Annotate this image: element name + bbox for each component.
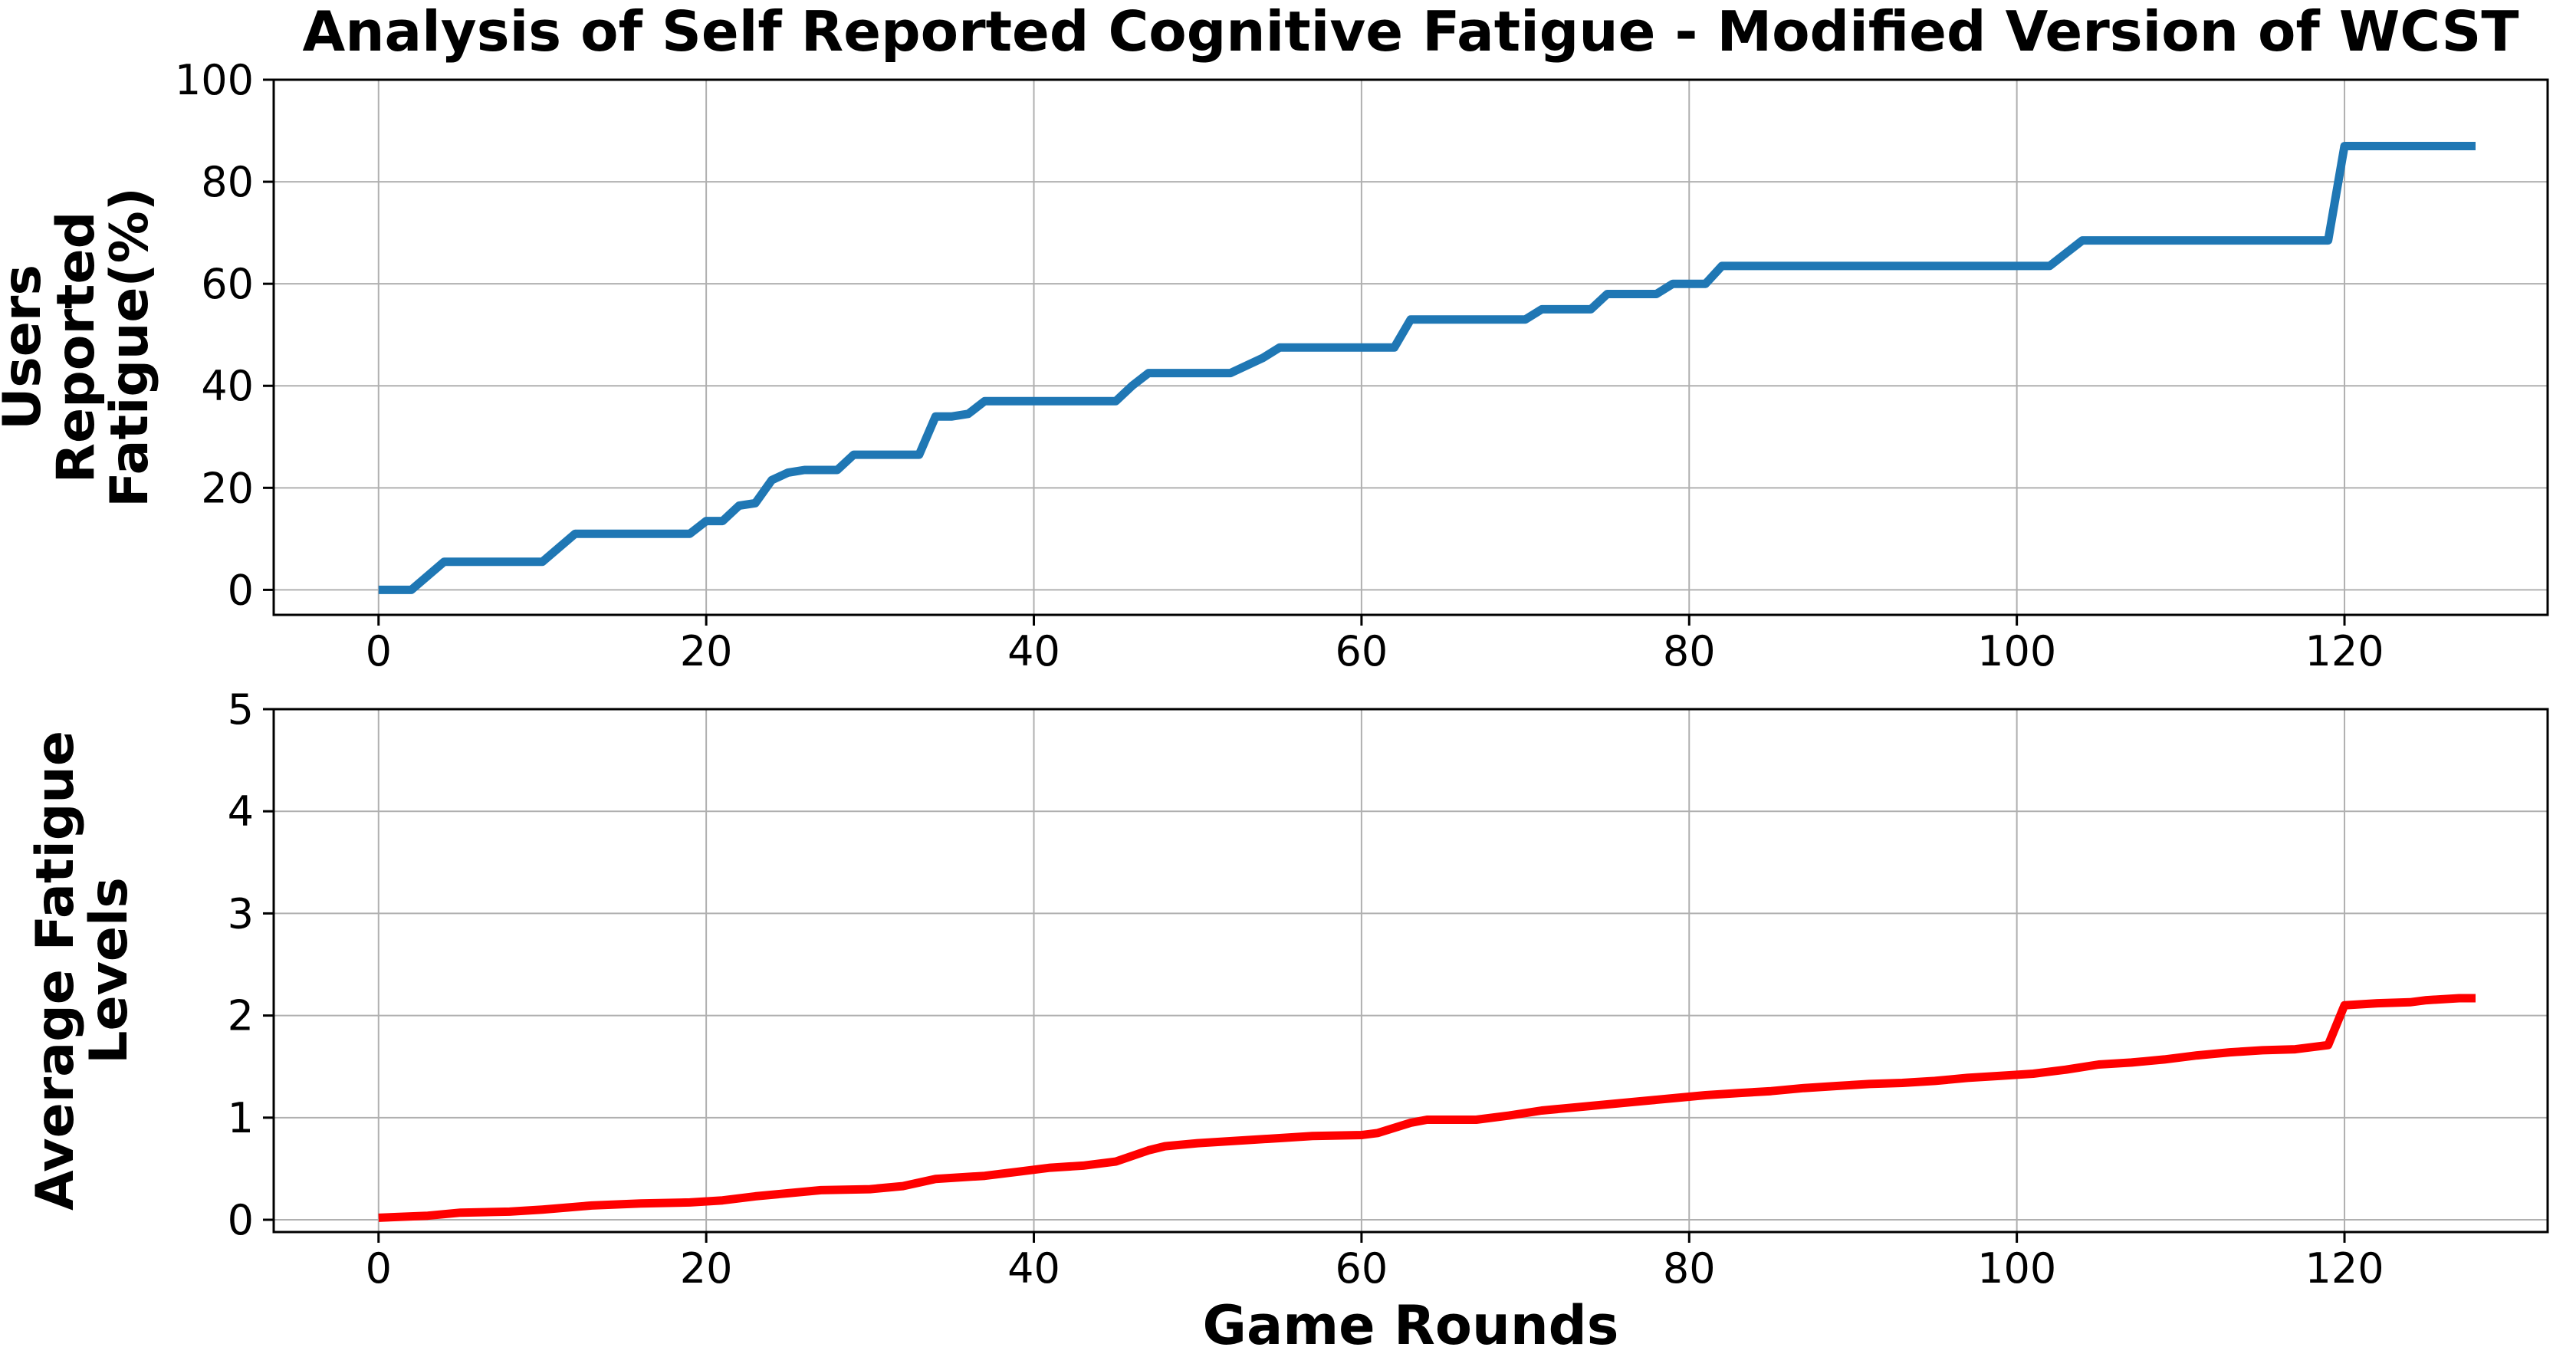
y-tick-label: 60 bbox=[201, 260, 254, 308]
y-axis-label: Average Fatigue bbox=[25, 731, 86, 1211]
subplot-average-fatigue-levels: 0 20 40 60 80 100 120 0 1 2 3 4 5 Average FatigueLeve… bbox=[25, 685, 2549, 1293]
y-axis-label: Reported bbox=[46, 212, 107, 484]
y-tick-label: 20 bbox=[201, 464, 254, 512]
x-tick-label: 40 bbox=[1007, 627, 1060, 675]
x-axis-label: Game Rounds bbox=[1202, 1294, 1619, 1357]
x-tick-label: 100 bbox=[1977, 1244, 2056, 1293]
series-line-average-fatigue-levels bbox=[378, 994, 2476, 1222]
x-tick-label: 80 bbox=[1663, 627, 1716, 675]
x-tick-label: 20 bbox=[680, 1244, 733, 1293]
subplot-users-reported-fatigue: 0 20 40 60 80 100 120 0 20 40 60 80 100 UsersReported… bbox=[0, 56, 2549, 675]
series-line-users-reported-fatigue bbox=[378, 142, 2476, 594]
y-axis-label: Levels bbox=[79, 877, 140, 1064]
plot-border bbox=[272, 708, 2549, 1234]
y-tick-label: 4 bbox=[228, 787, 254, 836]
x-tick-label: 20 bbox=[680, 627, 733, 675]
y-tick-label: 1 bbox=[228, 1094, 254, 1142]
y-tick-label: 0 bbox=[228, 566, 254, 614]
x-tick-label: 60 bbox=[1336, 627, 1388, 675]
x-tick-label: 0 bbox=[366, 627, 392, 675]
x-tick-label: 120 bbox=[2305, 627, 2384, 675]
y-axis-label: Users bbox=[0, 264, 53, 430]
x-tick-label: 100 bbox=[1977, 627, 2056, 675]
y-tick-label: 100 bbox=[175, 56, 254, 104]
y-tick-label: 40 bbox=[201, 362, 254, 410]
x-tick-label: 40 bbox=[1007, 1244, 1060, 1293]
plot-border bbox=[272, 78, 2549, 616]
y-tick-label: 2 bbox=[228, 992, 254, 1040]
y-axis-label: Fatigue(%) bbox=[100, 187, 160, 508]
y-tick-label: 80 bbox=[201, 158, 254, 206]
x-tick-label: 0 bbox=[366, 1244, 392, 1293]
chart-title: Analysis of Self Reported Cognitive Fati… bbox=[302, 0, 2519, 64]
x-tick-label: 120 bbox=[2305, 1244, 2384, 1293]
y-tick-label: 0 bbox=[228, 1196, 254, 1244]
y-tick-label: 5 bbox=[228, 685, 254, 734]
y-tick-label: 3 bbox=[228, 889, 254, 938]
x-tick-label: 60 bbox=[1336, 1244, 1388, 1293]
x-tick-label: 80 bbox=[1663, 1244, 1716, 1293]
